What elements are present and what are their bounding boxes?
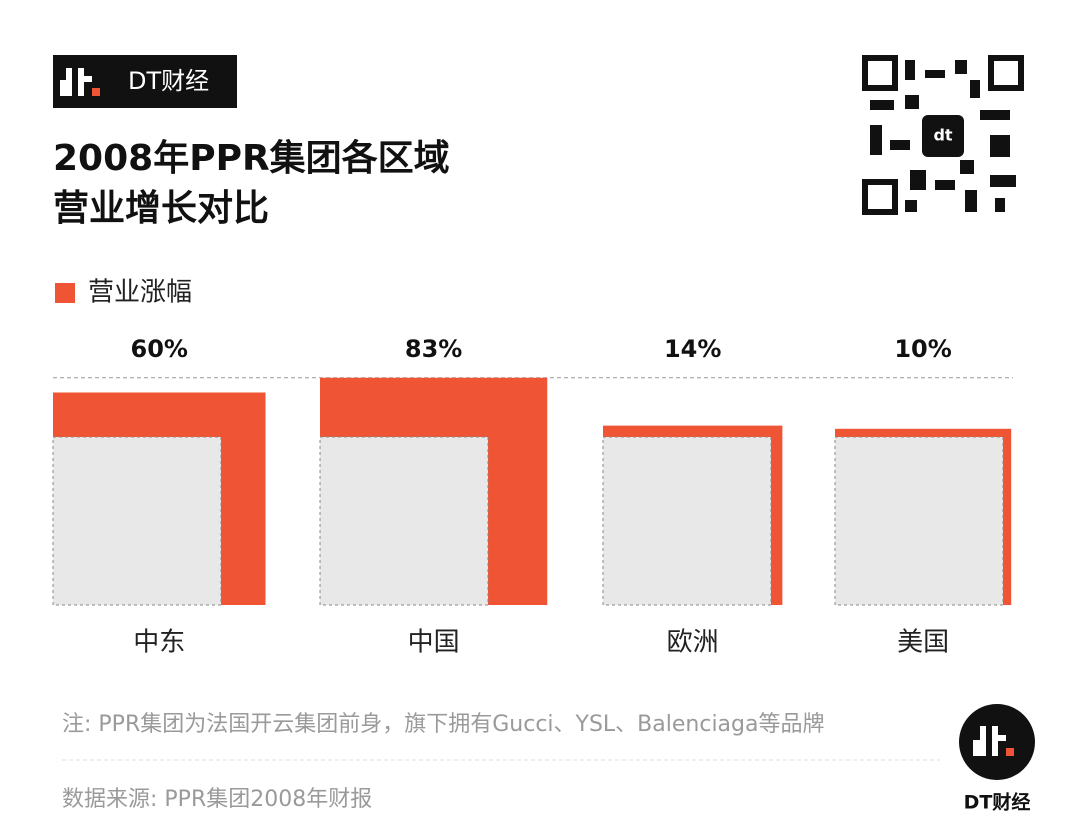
chart-title: 营业增长对比: [53, 188, 269, 229]
qr-code: dt: [862, 55, 1024, 215]
note: 注: PPR集团为法国开云集团前身，旗下拥有Gucci、YSL、Balencia…: [62, 712, 824, 737]
value-label: 14%: [664, 335, 721, 363]
legend-swatch: [55, 283, 75, 303]
category-label: 欧洲: [667, 628, 719, 658]
category-label: 中东: [133, 628, 185, 658]
brand-text: DT财经: [128, 67, 209, 95]
chart-title: 2008年PPR集团各区域: [53, 138, 450, 179]
base-square: [319, 436, 489, 606]
source: 数据来源: PPR集团2008年财报: [62, 787, 372, 812]
footer-logo-mark: [973, 726, 1014, 756]
category-label: 中国: [408, 628, 460, 658]
footer-brand: DT财经: [964, 791, 1031, 814]
plot: 60% 中东 83% 中国 14% 欧洲 10% 美国: [52, 335, 1013, 658]
brand-logo: [60, 68, 100, 96]
category-label: 美国: [897, 628, 949, 658]
value-label: 83%: [405, 335, 462, 363]
svg-text:dt: dt: [933, 126, 952, 145]
value-label: 60%: [131, 335, 188, 363]
base-square: [602, 436, 772, 606]
base-square: [834, 436, 1004, 606]
value-label: 10%: [894, 335, 951, 363]
legend-label: 营业涨幅: [88, 278, 192, 308]
base-square: [52, 436, 222, 606]
